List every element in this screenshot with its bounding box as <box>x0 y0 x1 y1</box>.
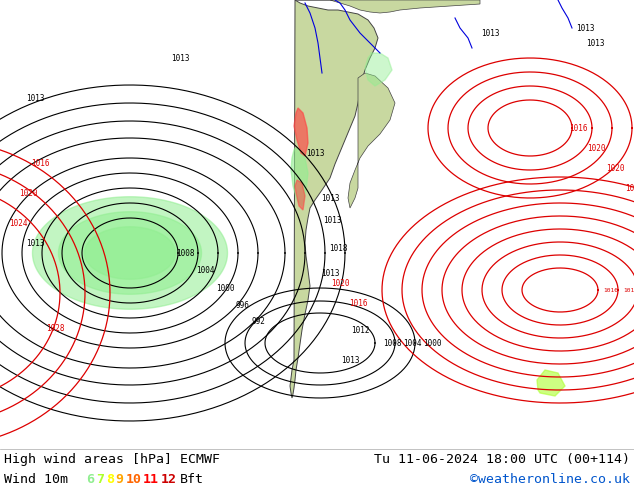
Polygon shape <box>58 212 202 294</box>
Text: 1013: 1013 <box>171 53 190 63</box>
Text: 7: 7 <box>96 472 104 486</box>
Text: 1016: 1016 <box>569 123 587 132</box>
Text: 1013: 1013 <box>481 28 499 38</box>
Polygon shape <box>32 197 228 309</box>
Text: 1013: 1013 <box>321 269 339 277</box>
Text: 1012: 1012 <box>351 325 369 335</box>
Text: 1016: 1016 <box>349 298 367 308</box>
Text: Bft: Bft <box>180 472 204 486</box>
Text: 1013: 1013 <box>340 356 359 365</box>
Text: 1004: 1004 <box>196 266 214 274</box>
Text: 1008: 1008 <box>383 339 401 347</box>
Text: 1018: 1018 <box>329 244 347 252</box>
Text: 1000: 1000 <box>423 339 441 347</box>
Text: 12: 12 <box>160 472 177 486</box>
Polygon shape <box>84 227 176 279</box>
Text: High wind areas [hPa] ECMWF: High wind areas [hPa] ECMWF <box>4 452 220 466</box>
Polygon shape <box>365 53 392 86</box>
Text: 1020: 1020 <box>586 144 605 152</box>
Text: 1028: 1028 <box>46 323 64 333</box>
Text: 11: 11 <box>143 472 159 486</box>
Text: 1024: 1024 <box>9 219 27 227</box>
Text: 1008: 1008 <box>176 248 194 258</box>
Text: 9: 9 <box>115 472 124 486</box>
Polygon shape <box>295 0 480 13</box>
Text: 1013: 1013 <box>576 24 594 32</box>
Text: 1012: 1012 <box>623 288 634 293</box>
Text: Tu 11-06-2024 18:00 UTC (00+114): Tu 11-06-2024 18:00 UTC (00+114) <box>374 452 630 466</box>
Text: 1004: 1004 <box>403 339 422 347</box>
Text: 1016: 1016 <box>31 158 49 168</box>
Polygon shape <box>295 180 305 210</box>
Text: 6: 6 <box>86 472 94 486</box>
Text: 1013: 1013 <box>26 94 44 102</box>
Polygon shape <box>290 0 378 398</box>
Text: 1020: 1020 <box>331 278 349 288</box>
Text: 1013: 1013 <box>321 194 339 202</box>
Polygon shape <box>291 148 308 206</box>
Text: 1000: 1000 <box>216 284 234 293</box>
Text: 1016: 1016 <box>603 288 618 293</box>
Text: 1013: 1013 <box>586 39 604 48</box>
Text: 10: 10 <box>126 472 141 486</box>
Text: 1013: 1013 <box>323 216 341 224</box>
Text: 8: 8 <box>106 472 113 486</box>
Text: 1013: 1013 <box>26 239 44 247</box>
Text: 1020: 1020 <box>605 164 624 172</box>
Text: 992: 992 <box>251 317 265 325</box>
Text: 1020: 1020 <box>19 189 37 197</box>
Text: 1013: 1013 <box>306 148 324 157</box>
Polygon shape <box>537 370 565 396</box>
Text: 1016: 1016 <box>624 183 634 193</box>
Polygon shape <box>294 108 308 156</box>
Text: 996: 996 <box>235 300 249 310</box>
Text: ©weatheronline.co.uk: ©weatheronline.co.uk <box>470 472 630 486</box>
Polygon shape <box>348 73 395 208</box>
Text: Wind 10m: Wind 10m <box>4 472 68 486</box>
